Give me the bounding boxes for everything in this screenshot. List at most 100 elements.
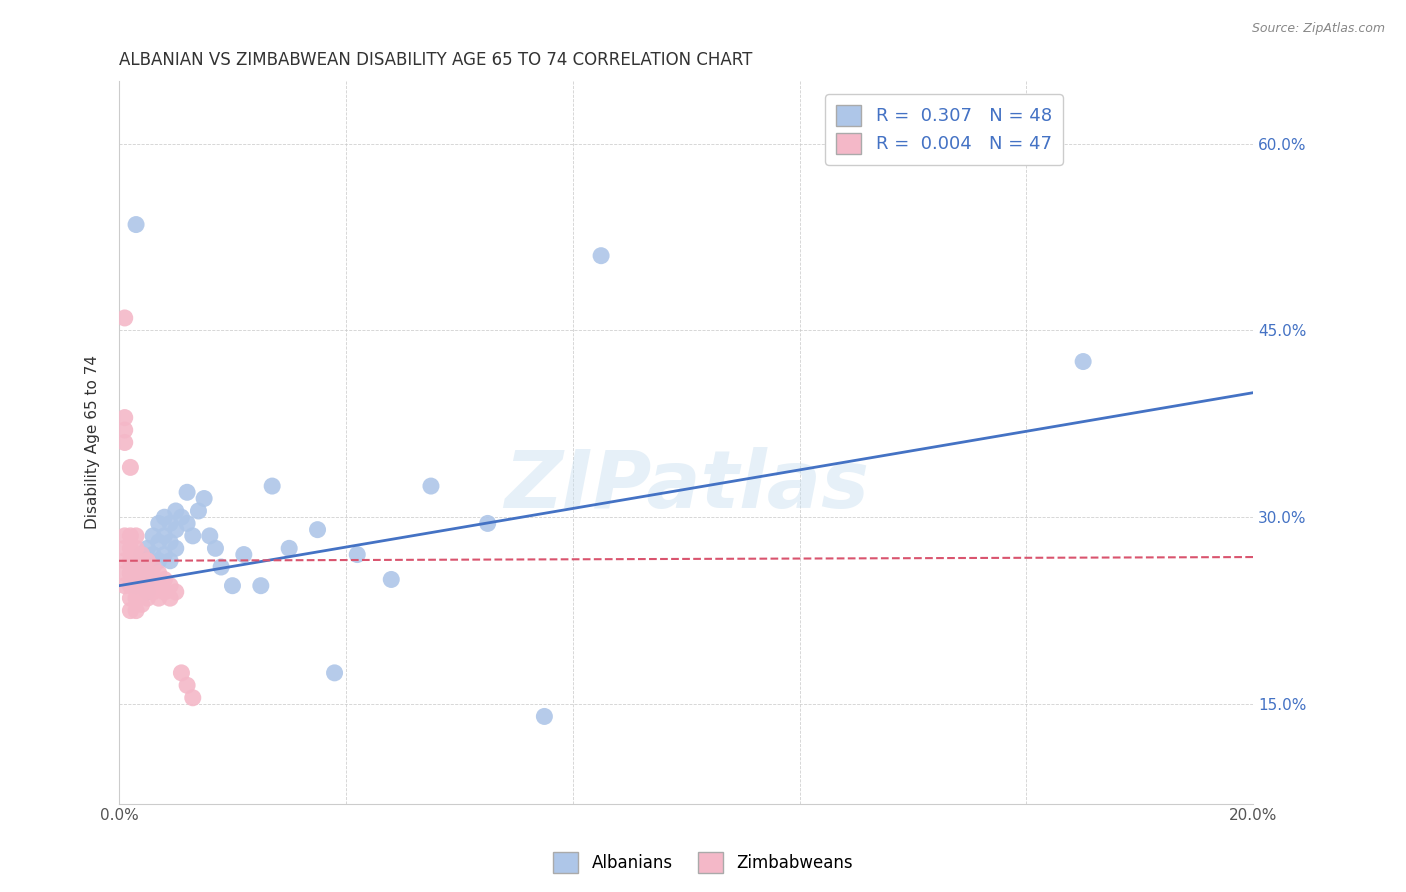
Point — [278, 541, 301, 556]
Point — [125, 560, 148, 574]
Point — [153, 529, 176, 543]
Point — [159, 579, 181, 593]
Point — [232, 548, 254, 562]
Point — [136, 541, 159, 556]
Point — [131, 573, 153, 587]
Point — [148, 566, 170, 581]
Point — [136, 591, 159, 606]
Point — [323, 665, 346, 680]
Point — [120, 529, 142, 543]
Point — [136, 560, 159, 574]
Point — [307, 523, 329, 537]
Point — [533, 709, 555, 723]
Point — [120, 591, 142, 606]
Point — [136, 579, 159, 593]
Point — [125, 579, 148, 593]
Point — [136, 585, 159, 599]
Point — [125, 218, 148, 232]
Point — [477, 516, 499, 531]
Point — [131, 548, 153, 562]
Text: ZIPatlas: ZIPatlas — [503, 447, 869, 524]
Legend: R =  0.307   N = 48, R =  0.004   N = 47: R = 0.307 N = 48, R = 0.004 N = 47 — [825, 94, 1063, 165]
Point — [176, 678, 198, 692]
Point — [148, 554, 170, 568]
Point — [120, 541, 142, 556]
Point — [142, 573, 165, 587]
Point — [136, 566, 159, 581]
Point — [131, 585, 153, 599]
Point — [262, 479, 284, 493]
Point — [148, 579, 170, 593]
Point — [131, 566, 153, 581]
Point — [176, 516, 198, 531]
Point — [153, 548, 176, 562]
Point — [159, 516, 181, 531]
Point — [114, 554, 136, 568]
Point — [148, 535, 170, 549]
Point — [114, 310, 136, 325]
Point — [131, 579, 153, 593]
Point — [165, 504, 187, 518]
Point — [120, 460, 142, 475]
Point — [125, 579, 148, 593]
Point — [209, 560, 232, 574]
Point — [142, 560, 165, 574]
Point — [136, 554, 159, 568]
Point — [120, 554, 142, 568]
Point — [153, 573, 176, 587]
Point — [346, 548, 368, 562]
Point — [114, 410, 136, 425]
Point — [125, 566, 148, 581]
Point — [159, 535, 181, 549]
Point — [204, 541, 226, 556]
Point — [120, 566, 142, 581]
Point — [181, 529, 204, 543]
Point — [420, 479, 443, 493]
Point — [125, 541, 148, 556]
Point — [181, 690, 204, 705]
Point — [198, 529, 221, 543]
Point — [591, 249, 613, 263]
Point — [142, 548, 165, 562]
Point — [131, 598, 153, 612]
Point — [148, 516, 170, 531]
Point — [131, 548, 153, 562]
Point — [1071, 354, 1094, 368]
Point — [125, 554, 148, 568]
Text: ALBANIAN VS ZIMBABWEAN DISABILITY AGE 65 TO 74 CORRELATION CHART: ALBANIAN VS ZIMBABWEAN DISABILITY AGE 65… — [120, 51, 752, 69]
Point — [131, 560, 153, 574]
Point — [120, 604, 142, 618]
Point — [250, 579, 273, 593]
Y-axis label: Disability Age 65 to 74: Disability Age 65 to 74 — [86, 356, 100, 530]
Point — [193, 491, 215, 506]
Point — [165, 541, 187, 556]
Point — [114, 435, 136, 450]
Point — [148, 591, 170, 606]
Point — [114, 579, 136, 593]
Point — [136, 573, 159, 587]
Point — [114, 423, 136, 437]
Point — [120, 579, 142, 593]
Point — [125, 591, 148, 606]
Point — [176, 485, 198, 500]
Point — [142, 585, 165, 599]
Point — [153, 510, 176, 524]
Point — [114, 541, 136, 556]
Point — [170, 665, 193, 680]
Point — [187, 504, 209, 518]
Point — [153, 585, 176, 599]
Point — [380, 573, 402, 587]
Point — [170, 510, 193, 524]
Point — [159, 554, 181, 568]
Point — [120, 566, 142, 581]
Text: Source: ZipAtlas.com: Source: ZipAtlas.com — [1251, 22, 1385, 36]
Point — [142, 529, 165, 543]
Point — [159, 591, 181, 606]
Point — [221, 579, 243, 593]
Point — [165, 585, 187, 599]
Point — [125, 604, 148, 618]
Legend: Albanians, Zimbabweans: Albanians, Zimbabweans — [547, 846, 859, 880]
Point — [114, 566, 136, 581]
Point — [125, 529, 148, 543]
Point — [114, 529, 136, 543]
